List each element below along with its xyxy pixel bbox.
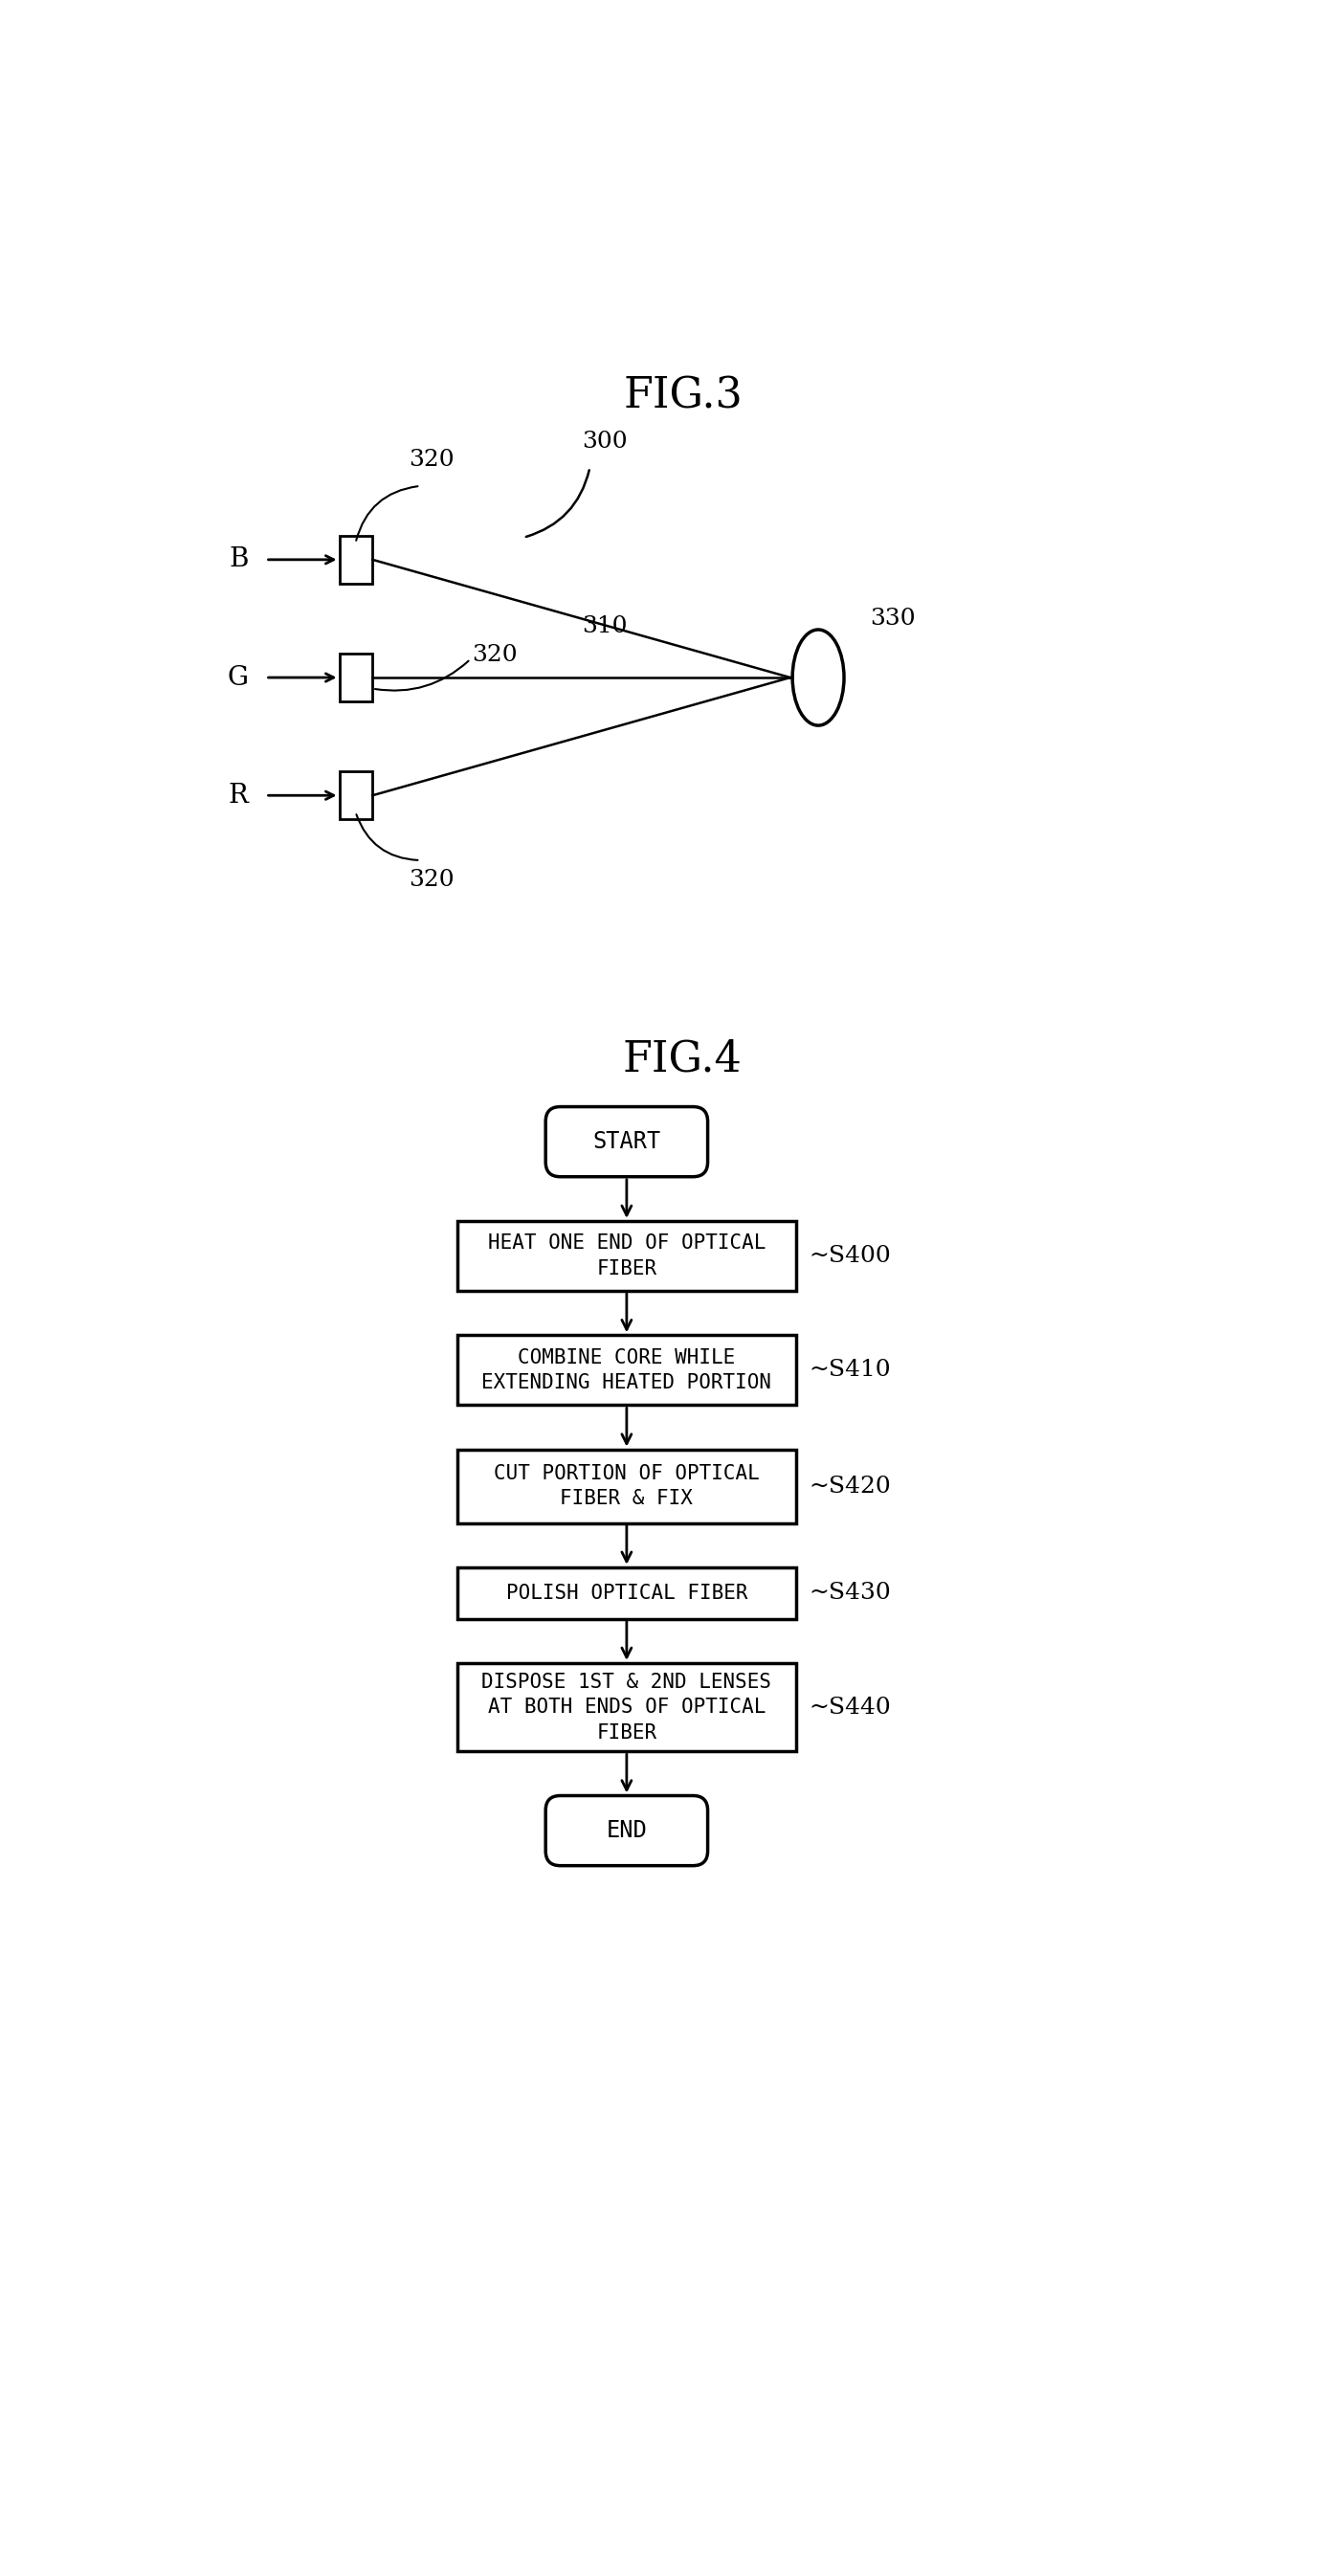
FancyBboxPatch shape <box>546 1795 707 1865</box>
Text: 300: 300 <box>582 430 627 453</box>
Text: G: G <box>228 665 249 690</box>
Text: FIG.3: FIG.3 <box>623 376 742 417</box>
Text: ~S440: ~S440 <box>810 1695 891 1718</box>
Text: B: B <box>229 546 249 572</box>
Text: FIG.4: FIG.4 <box>623 1038 742 1079</box>
Text: 330: 330 <box>870 608 915 629</box>
Bar <box>340 536 373 585</box>
Text: 320: 320 <box>409 868 454 891</box>
Text: R: R <box>229 783 249 809</box>
Text: END: END <box>606 1819 647 1842</box>
Text: HEAT ONE END OF OPTICAL
FIBER: HEAT ONE END OF OPTICAL FIBER <box>488 1234 766 1278</box>
Text: ~S420: ~S420 <box>810 1476 891 1497</box>
Text: 320: 320 <box>409 448 454 471</box>
Text: DISPOSE 1ST & 2ND LENSES
AT BOTH ENDS OF OPTICAL
FIBER: DISPOSE 1ST & 2ND LENSES AT BOTH ENDS OF… <box>482 1672 771 1741</box>
Text: ~S410: ~S410 <box>810 1360 891 1381</box>
Bar <box>457 1566 797 1618</box>
Bar <box>457 1334 797 1404</box>
Text: ~S430: ~S430 <box>810 1582 891 1605</box>
Text: START: START <box>593 1131 661 1154</box>
Text: 310: 310 <box>582 616 627 636</box>
Text: POLISH OPTICAL FIBER: POLISH OPTICAL FIBER <box>506 1584 747 1602</box>
Bar <box>457 1664 797 1752</box>
Bar <box>340 654 373 701</box>
Text: 320: 320 <box>472 644 518 667</box>
Ellipse shape <box>793 629 844 726</box>
Bar <box>457 1221 797 1291</box>
Text: CUT PORTION OF OPTICAL
FIBER & FIX: CUT PORTION OF OPTICAL FIBER & FIX <box>494 1463 759 1510</box>
Text: COMBINE CORE WHILE
EXTENDING HEATED PORTION: COMBINE CORE WHILE EXTENDING HEATED PORT… <box>482 1347 771 1394</box>
Text: ~S400: ~S400 <box>810 1244 891 1267</box>
FancyBboxPatch shape <box>546 1108 707 1177</box>
Bar <box>340 770 373 819</box>
Bar <box>457 1450 797 1522</box>
